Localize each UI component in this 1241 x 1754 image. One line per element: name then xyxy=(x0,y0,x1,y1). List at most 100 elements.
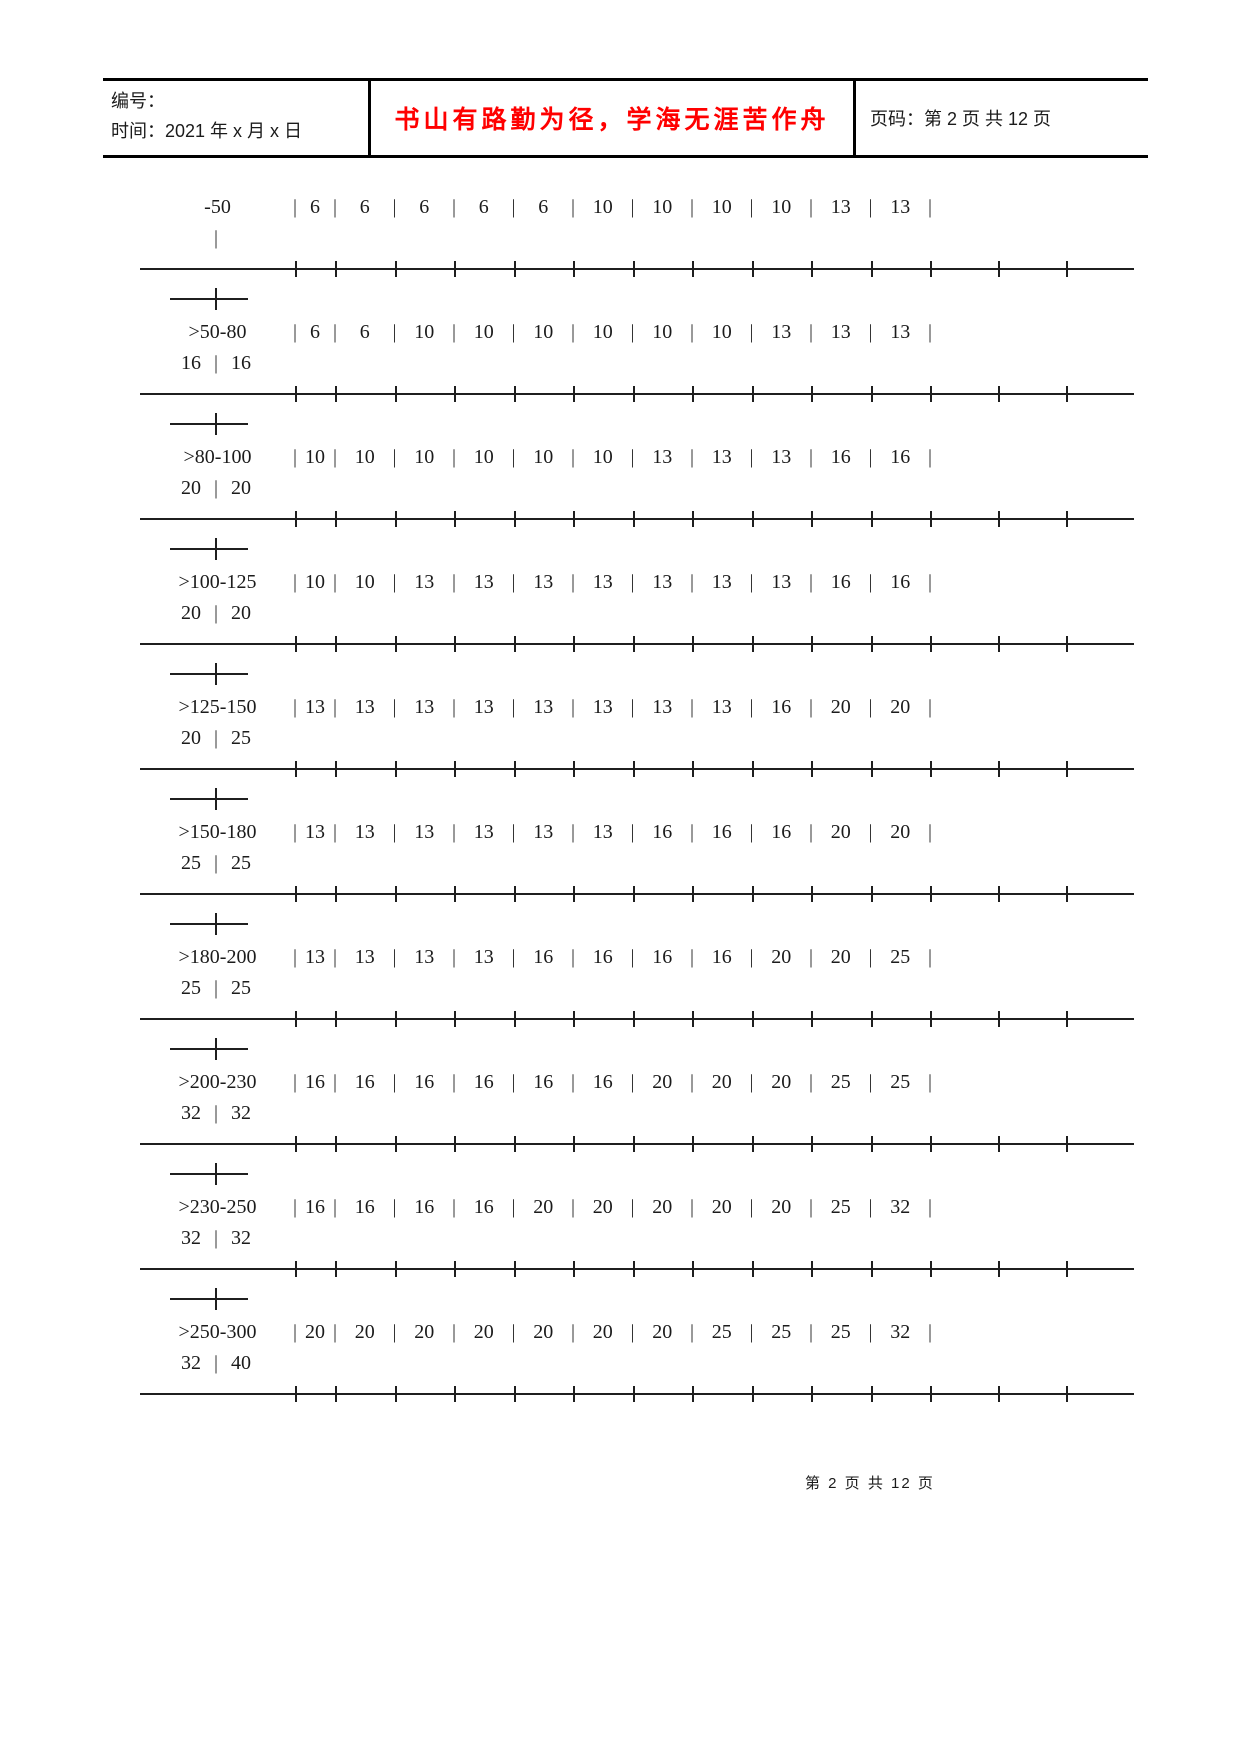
divider-tick xyxy=(692,511,694,527)
row-label: >125-150 xyxy=(178,696,257,718)
cell-value: 25 xyxy=(771,1321,792,1343)
pipe-separator: | xyxy=(630,321,635,343)
table-cell: | 20 xyxy=(749,1067,812,1098)
pipe-separator: | xyxy=(571,196,576,218)
table-cell: | 13 xyxy=(809,317,871,348)
table-cell: | 13 xyxy=(293,692,335,723)
row-label: -50 xyxy=(204,196,231,218)
pipe-separator: | xyxy=(293,321,298,343)
table-row-wrap: 20 | 20 xyxy=(140,473,1150,504)
table-row-wrap: 25 | 25 xyxy=(140,848,1150,879)
header-middle-cell: 书山有路勤为径，学海无涯苦作舟 xyxy=(368,81,856,155)
divider-tick xyxy=(454,1386,456,1402)
pipe-separator: | xyxy=(749,1071,754,1093)
label-divider xyxy=(140,785,1150,817)
cell-value: 13 xyxy=(473,696,494,718)
pipe-separator: | xyxy=(690,1196,695,1218)
cell-value: 16 xyxy=(354,1071,375,1093)
row-divider xyxy=(140,754,1150,785)
table-cell: | 13 xyxy=(512,817,574,848)
divider-tick xyxy=(751,1386,754,1402)
divider-tick xyxy=(998,886,1000,902)
divider-tick xyxy=(215,1163,217,1185)
pipe-separator: | xyxy=(571,571,576,593)
cell-value: 20 xyxy=(771,1071,792,1093)
pipe-separator: | xyxy=(293,446,298,468)
table-cell: | 16 xyxy=(293,1067,335,1098)
pipe-separator: | xyxy=(749,321,754,343)
divider-line xyxy=(170,798,248,800)
pipe-separator: | xyxy=(809,946,814,968)
row-label: >250-300 xyxy=(178,1321,257,1343)
pipe-separator: | xyxy=(809,1196,814,1218)
divider-tick xyxy=(930,1261,932,1277)
pipe-separator: | xyxy=(630,946,635,968)
cell-value: 20 xyxy=(771,1196,792,1218)
table-cell: | 20 xyxy=(750,1192,812,1223)
table-cell: | 13 xyxy=(452,567,514,598)
cell-value: 13 xyxy=(652,571,673,593)
pipe-separator: | xyxy=(868,1071,873,1093)
cell-value: 20 xyxy=(592,1196,613,1218)
cell-value: 13 xyxy=(473,571,494,593)
divider-tick xyxy=(930,761,932,777)
cell-value: 16 xyxy=(414,1071,435,1093)
divider-tick xyxy=(215,413,217,435)
row-divider xyxy=(140,629,1150,660)
pipe-separator: | xyxy=(571,321,576,343)
divider-tick xyxy=(811,761,813,777)
divider-tick xyxy=(632,1136,635,1152)
divider-tick xyxy=(1066,1261,1068,1277)
divider-tick xyxy=(215,1038,217,1060)
divider-tick xyxy=(930,1011,932,1027)
table-row: >250-300 | 20 | 20 | 20 | 20 | 20 | 20 | 20 | 25 | 25 | 25 | 3… xyxy=(140,1317,1150,1348)
divider-tick xyxy=(632,386,635,402)
cell-value: 16 xyxy=(181,352,201,374)
divider-tick xyxy=(930,511,932,527)
divider-line xyxy=(140,643,1134,645)
pipe-separator: | xyxy=(511,696,516,718)
divider-tick xyxy=(335,261,337,277)
cell-value: 13 xyxy=(592,571,613,593)
pipe-separator: | xyxy=(809,1321,814,1343)
divider-tick xyxy=(335,636,337,652)
table-cell: | 16 xyxy=(393,1067,455,1098)
table-cell: | 13 xyxy=(869,192,931,223)
pipe-separator: | xyxy=(333,1321,338,1343)
divider-tick xyxy=(998,1261,1000,1277)
divider-line xyxy=(140,518,1134,520)
table-cell: | 20 xyxy=(393,1317,455,1348)
table-cell: | 13 xyxy=(393,567,455,598)
cell-value: 6 xyxy=(359,196,370,218)
table-row: >180-200 | 13 | 13 | 13 | 13 | 16 | 16 | 16 | 16 | 20 | 20 | 2… xyxy=(140,942,1150,973)
table-cell: | 13 xyxy=(452,817,514,848)
divider-tick xyxy=(513,261,516,277)
cell-value: 25 xyxy=(231,727,252,749)
table-cell: | 10 xyxy=(690,317,752,348)
label-divider xyxy=(140,660,1150,692)
divider-tick xyxy=(394,761,397,777)
table-cell: | 10 xyxy=(293,567,335,598)
divider-tick xyxy=(1066,511,1068,527)
table-cell: | 16 xyxy=(750,817,812,848)
table-cell: | 10 xyxy=(750,192,812,223)
row-divider xyxy=(140,1004,1150,1035)
table-cell: | 16 xyxy=(512,942,574,973)
cell-value: 6 xyxy=(310,321,320,343)
pipe-separator: | xyxy=(571,821,576,843)
cell-value: 13 xyxy=(830,196,851,218)
table-cell: | 10 xyxy=(333,442,395,473)
cell-value: 20 xyxy=(305,1321,325,1343)
table-cell: | 10 xyxy=(393,442,455,473)
row-label: >100-125 xyxy=(178,571,257,593)
divider-tick xyxy=(394,886,397,902)
cell-value: 10 xyxy=(533,446,554,468)
pipe-separator: | xyxy=(749,946,754,968)
divider-tick xyxy=(454,1136,456,1152)
divider-tick xyxy=(751,1136,754,1152)
cell-value: 25 xyxy=(711,1321,732,1343)
cell-value: 16 xyxy=(830,446,851,468)
cell-value: 6 xyxy=(310,196,320,218)
divider-tick xyxy=(870,636,873,652)
pipe-separator: | xyxy=(809,1071,814,1093)
